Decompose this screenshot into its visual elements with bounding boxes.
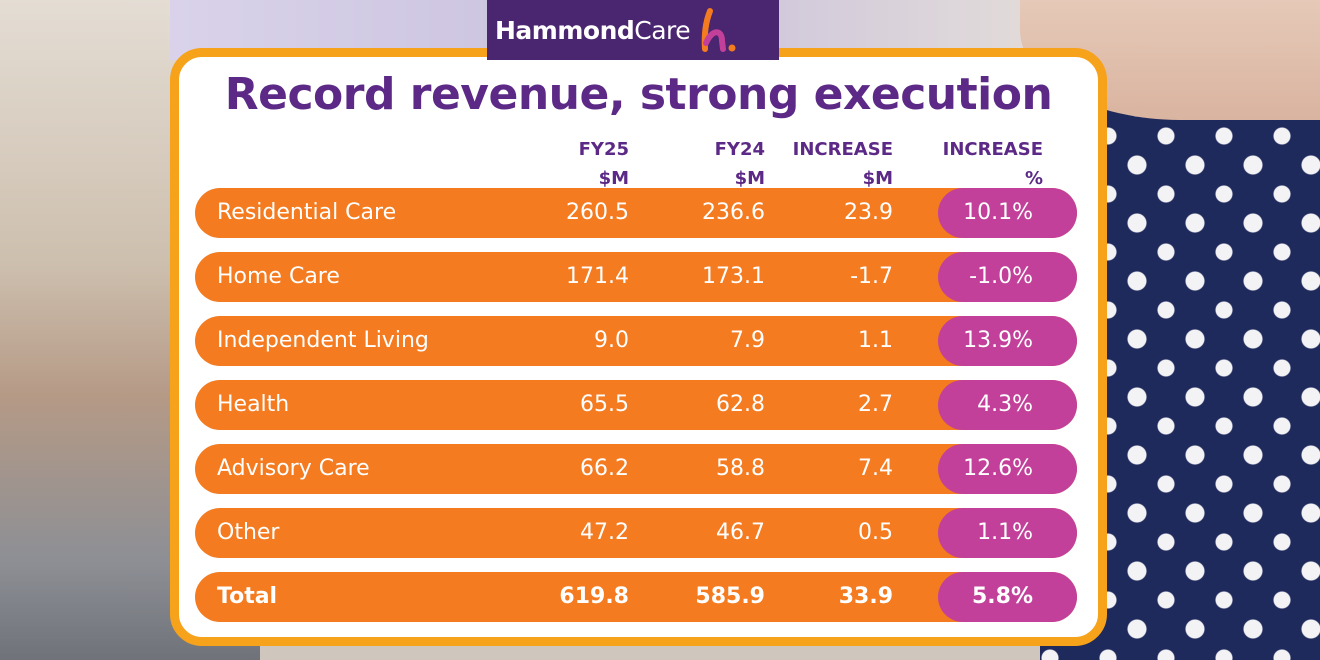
cell-fy24: 62.8	[716, 392, 765, 417]
header-increase-pct: INCREASE%	[942, 139, 1043, 189]
row-label: Independent Living	[217, 328, 429, 353]
header-fy25: FY25 $M	[578, 139, 629, 189]
cell-fy24: 58.8	[716, 456, 765, 481]
header-fy24: FY24 $M	[714, 139, 765, 189]
table-row: Residential Care 260.5 236.6 23.9 10.1%	[195, 188, 1077, 238]
cell-inc: 23.9	[844, 200, 893, 225]
cell-inc: 2.7	[858, 392, 893, 417]
cell-fy24: 7.9	[730, 328, 765, 353]
table-row: Health 65.5 62.8 2.7 4.3%	[195, 380, 1077, 430]
row-label: Home Care	[217, 264, 340, 289]
cell-fy24: 585.9	[695, 584, 765, 609]
cell-fy25: 260.5	[566, 200, 629, 225]
table-row: Independent Living 9.0 7.9 1.1 13.9%	[195, 316, 1077, 366]
cell-pct: 10.1%	[938, 188, 1077, 238]
cell-inc: 7.4	[858, 456, 893, 481]
cell-pct: 1.1%	[938, 508, 1077, 558]
cell-pct: 12.6%	[938, 444, 1077, 494]
cell-pct: -1.0%	[938, 252, 1077, 302]
cell-fy24: 173.1	[702, 264, 765, 289]
cell-fy25: 47.2	[580, 520, 629, 545]
row-label: Other	[217, 520, 280, 545]
cell-pct: 4.3%	[938, 380, 1077, 430]
revenue-card: Record revenue, strong execution FY25 $M …	[170, 48, 1107, 646]
cell-fy25: 171.4	[566, 264, 629, 289]
cell-fy24: 46.7	[716, 520, 765, 545]
row-label: Total	[217, 584, 278, 609]
hammondcare-logo: HammondCare	[487, 0, 779, 60]
header-increase-m: INCREASE $M	[792, 139, 893, 189]
cell-pct: 13.9%	[938, 316, 1077, 366]
cell-fy24: 236.6	[702, 200, 765, 225]
table-row: Total 619.8 585.9 33.9 5.8%	[195, 572, 1077, 622]
cell-fy25: 66.2	[580, 456, 629, 481]
cell-pct: 5.8%	[938, 572, 1077, 622]
cell-inc: -1.7	[850, 264, 893, 289]
table-row: Advisory Care 66.2 58.8 7.4 12.6%	[195, 444, 1077, 494]
cell-fy25: 9.0	[594, 328, 629, 353]
cell-fy25: 65.5	[580, 392, 629, 417]
cell-fy25: 619.8	[559, 584, 629, 609]
row-label: Residential Care	[217, 200, 397, 225]
cell-inc: 33.9	[838, 584, 893, 609]
cell-inc: 1.1	[858, 328, 893, 353]
table-row: Home Care 171.4 173.1 -1.7 -1.0%	[195, 252, 1077, 302]
row-label: Health	[217, 392, 290, 417]
cell-inc: 0.5	[858, 520, 893, 545]
row-label: Advisory Care	[217, 456, 370, 481]
table-row: Other 47.2 46.7 0.5 1.1%	[195, 508, 1077, 558]
card-title: Record revenue, strong execution	[224, 69, 1053, 120]
logo-mark-icon	[701, 8, 736, 52]
